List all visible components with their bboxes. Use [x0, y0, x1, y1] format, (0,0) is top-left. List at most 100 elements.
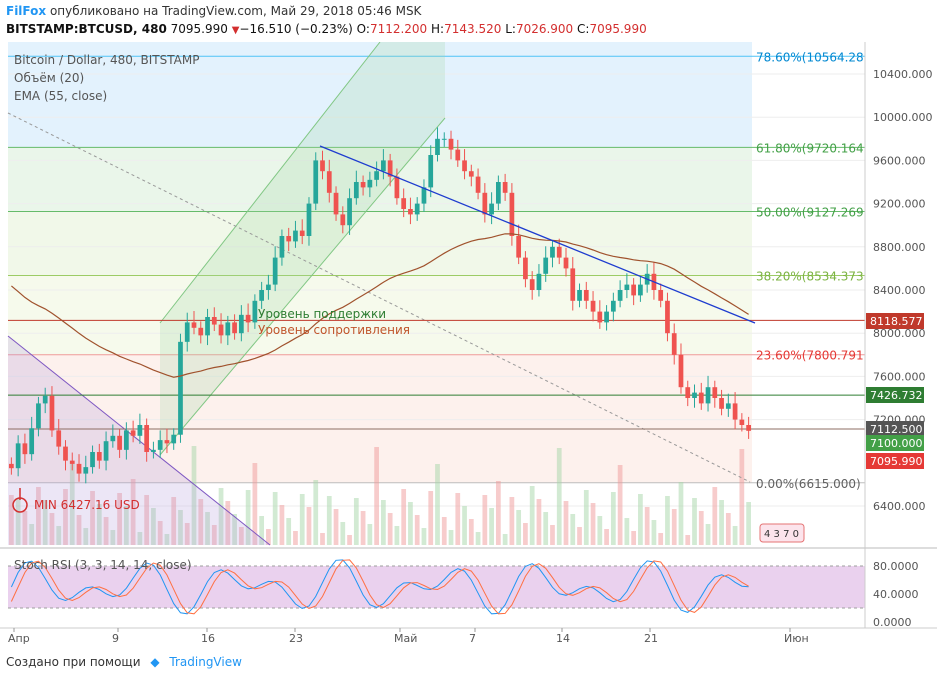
candle-body — [299, 230, 305, 236]
volume-bar — [462, 506, 467, 545]
price-tick-label: 10400.000 — [873, 68, 933, 81]
volume-bar — [394, 526, 400, 545]
volume-bar — [130, 479, 136, 545]
candle-body — [428, 155, 434, 188]
volume-bar — [151, 508, 156, 545]
min-marker: MIN 6427.16 USD — [12, 488, 140, 513]
volume-bar — [502, 534, 508, 545]
candle-body — [232, 322, 237, 334]
volume-bar — [441, 517, 447, 545]
candle-body — [137, 425, 143, 436]
rsi-d-line — [10, 559, 749, 615]
x-tick-label: 21 — [644, 632, 658, 645]
candle-body — [218, 324, 224, 336]
candle-body — [374, 171, 379, 180]
volume-bar — [590, 503, 596, 545]
candle-body — [698, 392, 704, 404]
price-axis-ticks: 10400.000 10000.000 9600.000 9200.000 8800.0… — [873, 68, 933, 629]
volume-bar — [725, 513, 731, 545]
candle-body — [360, 182, 366, 188]
symbol-label: BITSTAMP:BTCUSD, 480 — [6, 22, 167, 36]
volume-bar — [266, 529, 271, 545]
volume-bar — [144, 495, 150, 545]
candle-body — [117, 435, 122, 450]
candle-body — [353, 182, 359, 199]
volume-bar — [69, 462, 75, 545]
volume-bar — [252, 463, 258, 545]
volume-bar — [746, 502, 751, 545]
candle-body — [624, 284, 630, 290]
candle-body — [394, 176, 400, 199]
footer: Создано при помощи ◆ TradingView — [6, 655, 242, 669]
volume-bar — [604, 529, 609, 545]
candle-body — [401, 198, 407, 209]
candle-body — [36, 403, 41, 429]
candle-body — [563, 257, 569, 269]
candle-body — [543, 257, 549, 274]
candle-body — [495, 182, 501, 204]
candle-body — [42, 395, 48, 404]
candle-body — [367, 179, 373, 188]
candle-body — [638, 284, 643, 296]
candle-body — [387, 160, 393, 177]
volume-bar — [698, 511, 704, 545]
candle-body — [293, 230, 298, 242]
rsi-tick-label: 0.0000 — [873, 616, 912, 629]
x-tick-label: 14 — [556, 632, 570, 645]
volume-bar — [732, 526, 738, 545]
candle-body — [205, 317, 210, 336]
candle-body — [502, 182, 508, 193]
volume-bar — [211, 525, 217, 545]
volume-bar — [42, 500, 48, 545]
price-tick-label: 8800.000 — [873, 241, 926, 254]
x-tick-label: Май — [394, 632, 417, 645]
volume-bar — [455, 493, 461, 545]
volume-bar — [56, 526, 62, 545]
price-tick-label: 6400.000 — [873, 500, 926, 513]
volume-bar — [218, 488, 224, 545]
candle-body — [462, 160, 467, 172]
volume-bar — [563, 501, 569, 545]
author-name[interactable]: FilFox — [6, 4, 47, 18]
volume-bar — [651, 520, 657, 545]
tradingview-link[interactable]: TradingView — [169, 655, 242, 669]
volume-bar — [570, 514, 576, 545]
price-tag — [866, 421, 924, 437]
volume-bar — [583, 490, 589, 545]
publish-text: опубликовано на TradingView.com, Май 29,… — [49, 4, 422, 18]
volume-bar — [340, 522, 346, 545]
tradingview-logo-icon[interactable]: ◆ — [150, 655, 160, 669]
down-triangle-icon: ▼ — [231, 25, 240, 36]
price-tag-label: 7095.990 — [870, 455, 923, 468]
candle-body — [414, 203, 420, 215]
volume-bar — [692, 498, 697, 545]
candle-body — [631, 284, 637, 296]
candle-body — [529, 279, 535, 290]
descending-trend-line — [7, 335, 271, 546]
candle-body — [719, 398, 724, 409]
candle-body — [157, 440, 163, 450]
close-label: C: — [577, 22, 590, 36]
volume-bar — [367, 524, 373, 545]
candle-body — [665, 300, 670, 334]
candle-body — [658, 290, 664, 301]
candle-body — [550, 246, 555, 258]
legend-volume: Объём (20) — [14, 71, 84, 85]
low-value: 7026.900 — [515, 22, 574, 36]
candle-body — [556, 246, 562, 258]
candle-body — [617, 290, 623, 301]
price-tag — [866, 435, 924, 451]
volume-bar — [414, 515, 420, 545]
candle-body — [49, 395, 55, 431]
volume-bar — [644, 507, 650, 545]
candle-body — [435, 138, 440, 155]
price-chart[interactable]: 78.60%(10564.28 61.80%(9720.164 50.00%(912… — [0, 42, 937, 648]
candle-body — [455, 149, 461, 161]
volume-bar — [96, 504, 102, 545]
volume-bar — [516, 510, 522, 545]
candle-body — [130, 430, 136, 436]
volume-bar — [665, 496, 670, 545]
candle-body — [468, 171, 474, 177]
candle-body — [590, 300, 596, 312]
volume-bar — [543, 512, 549, 545]
